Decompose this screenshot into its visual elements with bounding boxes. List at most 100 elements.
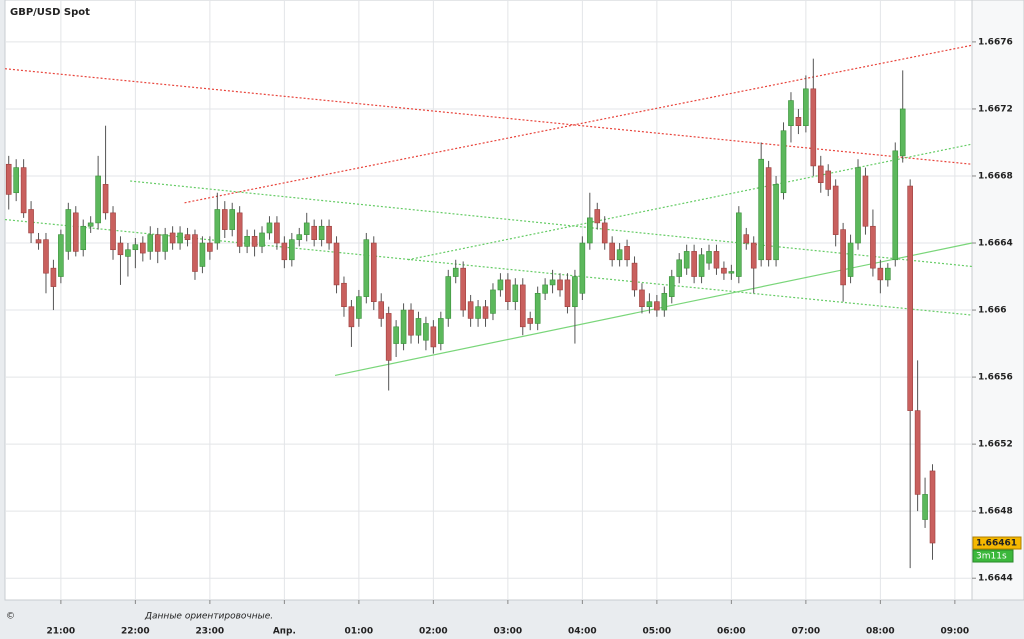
candle-body bbox=[788, 100, 794, 126]
candle-body bbox=[5, 163, 12, 195]
y-tick-label: 1.6648 bbox=[978, 507, 1013, 517]
candle-body bbox=[378, 301, 385, 319]
candle-body bbox=[192, 234, 198, 272]
candle-body bbox=[147, 234, 154, 252]
candle-body bbox=[430, 326, 437, 348]
candle-body bbox=[542, 284, 548, 294]
candle-body bbox=[452, 267, 459, 277]
candle-body bbox=[415, 318, 422, 336]
candle-body bbox=[631, 262, 638, 291]
candle-body bbox=[296, 234, 303, 240]
candle-body bbox=[579, 242, 586, 294]
candle-body bbox=[423, 323, 429, 341]
candle-body bbox=[855, 167, 861, 244]
candle-body bbox=[35, 239, 42, 244]
candle-body bbox=[616, 249, 623, 261]
copyright: © bbox=[6, 612, 15, 622]
candle-body bbox=[765, 167, 772, 261]
candle-body bbox=[199, 242, 206, 267]
candle-body bbox=[736, 212, 742, 277]
candle-body bbox=[475, 306, 481, 319]
candle-body bbox=[892, 150, 899, 261]
candle-body bbox=[363, 239, 370, 297]
x-tick-label: Апр. bbox=[273, 627, 296, 637]
candle-body bbox=[572, 276, 578, 308]
candle-body bbox=[467, 301, 474, 319]
candle-body bbox=[214, 209, 221, 244]
candle-body bbox=[646, 301, 653, 308]
x-tick-label: 22:00 bbox=[121, 627, 150, 637]
candle-body bbox=[50, 267, 57, 287]
candle-body bbox=[140, 242, 146, 254]
candle-body bbox=[832, 185, 839, 235]
candle-body bbox=[13, 167, 19, 194]
y-tick-label: 1.6668 bbox=[978, 171, 1013, 181]
candle-body bbox=[20, 167, 27, 214]
candle-body bbox=[58, 234, 64, 277]
candle-body bbox=[333, 242, 340, 286]
candle-body bbox=[594, 209, 601, 224]
price-tag bbox=[972, 536, 1022, 550]
candle-body bbox=[527, 318, 534, 324]
plot-area bbox=[4, 0, 973, 601]
candle-body bbox=[281, 242, 288, 261]
x-tick-label: 21:00 bbox=[47, 627, 76, 637]
x-tick-label: 05:00 bbox=[643, 627, 672, 637]
candle-body bbox=[668, 276, 675, 297]
chart-title: GBP/USD Spot bbox=[10, 7, 90, 18]
candle-body bbox=[445, 276, 452, 319]
candle-body bbox=[661, 292, 668, 311]
x-tick-label: 09:00 bbox=[941, 627, 970, 637]
candle-body bbox=[609, 242, 615, 261]
candle-body bbox=[557, 279, 563, 291]
y-tick-label: 1.6672 bbox=[978, 104, 1013, 114]
candle-body bbox=[125, 249, 131, 257]
x-tick-label: 08:00 bbox=[866, 627, 895, 637]
candle-body bbox=[102, 184, 109, 214]
candles bbox=[5, 58, 936, 569]
candle-body bbox=[162, 234, 168, 252]
candle-body bbox=[177, 232, 183, 244]
candle-body bbox=[505, 279, 511, 302]
candle-body bbox=[460, 267, 466, 311]
x-tick-label: 06:00 bbox=[717, 627, 746, 637]
y-tick-label: 1.6676 bbox=[978, 37, 1013, 47]
candle-body bbox=[274, 222, 280, 244]
candle-body bbox=[512, 284, 519, 302]
candle-body bbox=[676, 259, 683, 277]
candle-body bbox=[497, 279, 504, 291]
candle-body bbox=[698, 254, 705, 277]
trend-line bbox=[184, 44, 973, 204]
candle-body bbox=[743, 234, 750, 244]
candle-body bbox=[534, 292, 541, 324]
candle-body bbox=[728, 271, 735, 274]
candle-body bbox=[221, 209, 228, 230]
y-tick-label: 1.666 bbox=[978, 306, 1006, 316]
candle-body bbox=[289, 239, 295, 261]
candle-body bbox=[184, 234, 191, 240]
candle-body bbox=[400, 309, 407, 344]
candle-body bbox=[356, 296, 362, 319]
candle-body bbox=[691, 251, 697, 277]
candle-body bbox=[28, 209, 34, 234]
candle-body bbox=[43, 239, 49, 274]
candle-body bbox=[780, 130, 787, 194]
candle-body bbox=[72, 212, 79, 252]
candle-body bbox=[266, 222, 273, 234]
candle-body bbox=[758, 158, 764, 261]
candle-body bbox=[803, 88, 809, 126]
y-tick-label: 1.6644 bbox=[978, 574, 1013, 584]
candle-body bbox=[907, 185, 913, 411]
candle-body bbox=[564, 279, 571, 308]
candle-body bbox=[929, 470, 936, 544]
candle-body bbox=[385, 313, 392, 361]
x-tick-label: 01:00 bbox=[345, 627, 374, 637]
candle-body bbox=[348, 306, 355, 328]
candle-body bbox=[810, 88, 817, 167]
footnote: Данные ориентировочные. bbox=[144, 612, 273, 622]
trend-line bbox=[334, 242, 973, 377]
candle-body bbox=[341, 282, 347, 308]
y-tick-label: 1.6656 bbox=[978, 373, 1013, 383]
